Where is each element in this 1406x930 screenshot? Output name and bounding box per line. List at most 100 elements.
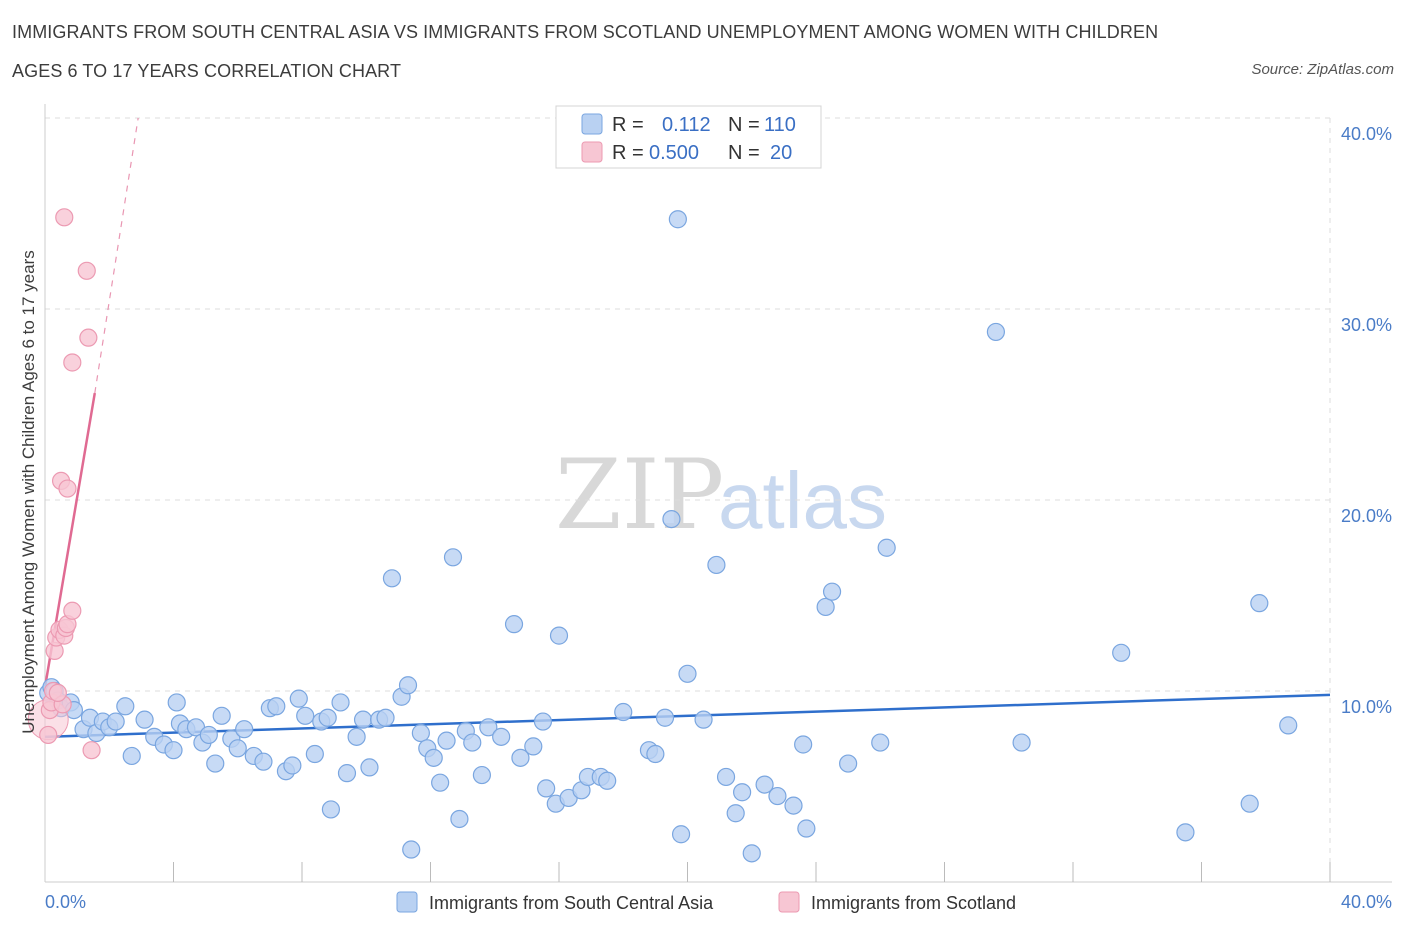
point-south-central-asia-87 [716,767,736,787]
point-south-central-asia-19 [167,693,186,712]
y-tick-labels: 10.0% 20.0% 30.0% 40.0% [1341,124,1392,717]
point-south-central-asia-77 [614,702,633,722]
watermark-zip: ZIP [555,439,724,551]
point-scotland-0 [39,725,58,745]
legend-n-label-1: N = [728,114,760,136]
point-south-central-asia-104 [1176,823,1195,842]
trend-lines [43,117,1331,739]
point-south-central-asia-102 [1012,733,1031,752]
y-tick-label-40: 40.0% [1341,124,1392,144]
legend-swatch-blue [581,113,603,135]
point-south-central-asia-46 [360,758,379,777]
point-south-central-asia-105 [1240,794,1259,813]
point-scotland-10 [55,208,74,227]
point-scotland-13 [58,479,77,498]
x-tick-label-max: 40.0% [1341,892,1392,912]
point-south-central-asia-58 [443,548,463,567]
point-south-central-asia-25 [206,754,225,773]
point-south-central-asia-82 [668,210,687,229]
watermark: ZIP atlas [555,439,887,551]
point-scotland-17 [79,328,98,347]
point-south-central-asia-55 [424,748,443,767]
point-south-central-asia-103 [1112,643,1131,662]
point-south-central-asia-48 [376,708,395,727]
trend-line-south-central-asia [44,693,1331,739]
point-south-central-asia-93 [784,796,803,815]
point-south-central-asia-85 [694,710,713,729]
legend-r-label-1: R = [612,114,644,136]
point-south-central-asia-29 [235,720,254,739]
point-scotland-19 [48,683,67,703]
point-south-central-asia-72 [549,626,569,645]
point-south-central-asia-81 [662,509,681,529]
legend-swatch-pink [581,141,603,163]
point-south-central-asia-92 [768,786,787,806]
bottom-legend-swatch-pink [778,891,800,913]
point-south-central-asia-79 [646,744,665,764]
point-south-central-asia-68 [533,712,553,731]
point-south-central-asia-18 [164,741,183,760]
legend-box: R = 0.112 N = 110 R = 0.500 N = 20 [555,105,822,169]
x-tick-label-min: 0.0% [45,892,86,912]
point-south-central-asia-80 [655,708,675,727]
point-south-central-asia-95 [797,819,816,838]
y-axis-title: Unemployment Among Women with Children A… [19,250,38,734]
point-south-central-asia-101 [986,322,1006,342]
point-south-central-asia-69 [537,779,556,798]
trend-line-scotland-extension [94,117,139,394]
point-scotland-15 [63,353,82,372]
grid-lines [45,117,1331,882]
point-south-central-asia-86 [707,555,726,575]
point-south-central-asia-89 [733,783,752,802]
chart-title-line2: AGES 6 TO 17 YEARS CORRELATION CHART [12,61,402,81]
point-south-central-asia-76 [598,771,617,790]
point-south-central-asia-36 [289,689,308,708]
legend-n-value-1: 110 [764,114,796,136]
point-south-central-asia-99 [871,733,890,752]
legend-r-value-2: 0.500 [649,142,699,164]
point-south-central-asia-67 [524,737,543,756]
bottom-legend-swatch-blue [396,891,418,913]
source-credit: Source: ZipAtlas.com [1251,61,1394,78]
point-south-central-asia-42 [331,693,350,712]
point-south-central-asia-37 [296,706,315,725]
point-south-central-asia-66 [511,748,530,767]
point-south-central-asia-107 [1279,716,1298,735]
point-south-central-asia-31 [254,752,273,771]
y-tick-label-30: 30.0% [1341,315,1392,335]
legend-n-label-2: N = [728,142,760,164]
chart-title-line1: IMMIGRANTS FROM SOUTH CENTRAL ASIA VS IM… [12,22,1159,42]
point-south-central-asia-97 [822,582,842,601]
point-south-central-asia-26 [212,706,231,725]
point-south-central-asia-65 [504,615,524,634]
point-south-central-asia-53 [411,723,430,743]
point-south-central-asia-49 [382,569,402,588]
point-south-central-asia-56 [431,773,450,792]
point-south-central-asia-98 [839,754,858,773]
point-south-central-asia-43 [337,764,357,783]
point-south-central-asia-83 [671,825,691,844]
legend-r-value-1: 0.112 [662,114,711,136]
bottom-legend-label-blue: Immigrants from South Central Asia [429,893,714,913]
point-south-central-asia-13 [116,697,135,716]
y-tick-label-10: 10.0% [1341,697,1392,717]
point-south-central-asia-100 [877,538,896,557]
point-south-central-asia-57 [437,731,456,750]
point-south-central-asia-15 [135,710,154,729]
point-south-central-asia-96 [816,597,835,617]
point-south-central-asia-52 [402,840,421,859]
point-south-central-asia-61 [463,733,482,752]
y-tick-label-20: 20.0% [1341,506,1392,526]
point-south-central-asia-38 [305,744,324,764]
point-south-central-asia-51 [398,676,418,695]
series-scotland-points [27,208,101,760]
point-south-central-asia-40 [318,708,337,727]
series-south-central-asia-points [39,210,1298,863]
point-south-central-asia-90 [742,844,761,863]
legend-n-value-2: 20 [770,142,792,164]
bottom-legend-label-pink: Immigrants from Scotland [811,893,1016,913]
point-south-central-asia-63 [479,718,498,737]
point-scotland-16 [77,261,96,280]
point-south-central-asia-12 [106,712,125,731]
